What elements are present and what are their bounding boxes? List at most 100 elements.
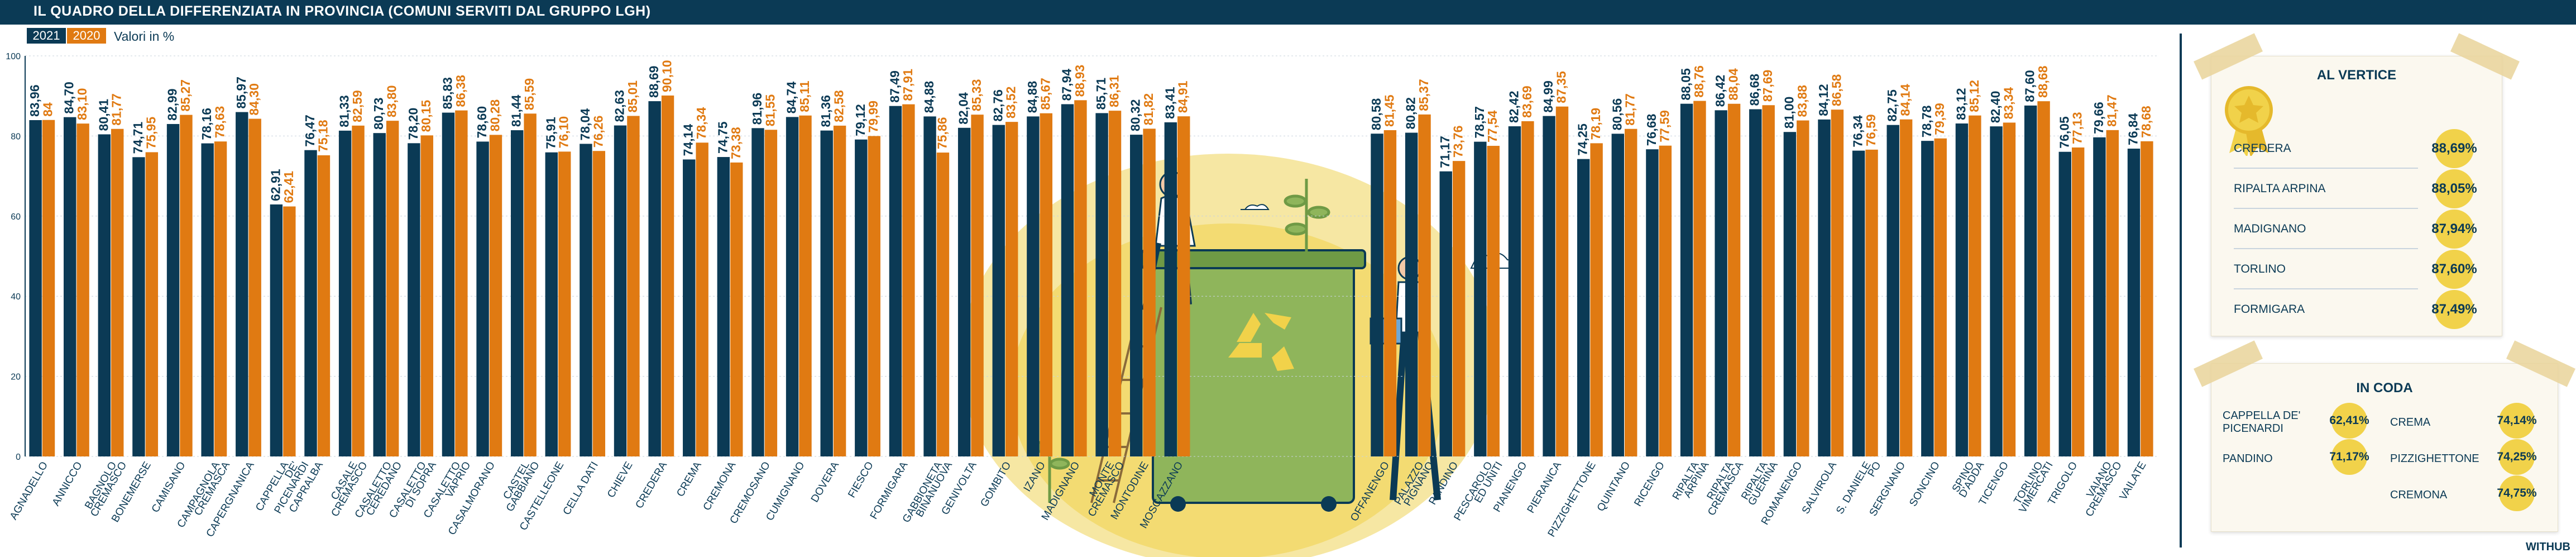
data-label: 78,78 xyxy=(1919,105,1934,137)
data-label: 79,39 xyxy=(1932,103,1947,135)
row-separator xyxy=(2234,208,2418,209)
bar-2020 xyxy=(283,206,296,456)
bottom-ranking-panel: IN CODA CAPPELLA DE' PICENARDI 62,41% PAND… xyxy=(2194,340,2575,532)
ranking-value: 74,75% xyxy=(2497,475,2537,511)
ranking-value: 74,25% xyxy=(2497,439,2537,475)
y-tick-label: 20 xyxy=(11,373,21,382)
bar-2020 xyxy=(764,130,778,456)
bar-2020 xyxy=(1177,116,1190,456)
bar-2021 xyxy=(270,204,283,456)
ranking-value: 88,05% xyxy=(2431,169,2477,208)
bar-2021 xyxy=(820,130,833,456)
ranking-row: CREMONA 74,75% xyxy=(2390,475,2552,512)
data-label: 88,04 xyxy=(1726,68,1741,101)
bar-2021 xyxy=(1027,116,1040,456)
medal-icon xyxy=(2225,86,2273,156)
ranking-value: 87,49% xyxy=(2431,290,2477,329)
bar-2020 xyxy=(1108,111,1122,457)
bar-2020 xyxy=(2141,141,2153,457)
data-label: 80,41 xyxy=(96,99,111,131)
bar-2020 xyxy=(1762,105,1775,456)
data-label: 81,36 xyxy=(818,95,833,127)
x-tick-label: GOMBITO xyxy=(978,460,1013,509)
data-label: 74,14 xyxy=(681,124,696,156)
data-label: 88,68 xyxy=(2036,65,2050,98)
data-label: 81,00 xyxy=(1782,97,1796,129)
credit: WITHUB xyxy=(2526,541,2570,553)
bar-2020 xyxy=(1521,121,1534,457)
x-tick-label: SALVIROLA xyxy=(1800,460,1839,516)
data-label: 81,77 xyxy=(109,93,124,126)
bar-2020 xyxy=(386,121,399,457)
bar-2020 xyxy=(1831,110,1844,456)
x-tick-label: CELLA DATI xyxy=(561,460,601,517)
bar-2020 xyxy=(1727,103,1741,457)
bar-2020 xyxy=(696,142,708,457)
data-label: 81,96 xyxy=(750,93,764,125)
bar-2021 xyxy=(1095,113,1108,456)
bar-2021 xyxy=(923,116,936,456)
data-label: 76,47 xyxy=(303,115,317,147)
bar-2020 xyxy=(1865,149,1878,456)
data-label: 84,30 xyxy=(247,83,261,116)
x-tick-label: ANNICCO xyxy=(50,460,85,508)
ranking-value: 62,41% xyxy=(2329,403,2369,439)
bar-2020 xyxy=(558,151,571,456)
bar-2020 xyxy=(2003,122,2016,456)
bar-2021 xyxy=(717,157,730,456)
data-label: 81,82 xyxy=(1141,93,1156,126)
panel-divider xyxy=(2180,34,2182,548)
data-label: 62,41 xyxy=(281,171,296,203)
bar-2020 xyxy=(1969,115,1981,457)
bar-2021 xyxy=(1990,126,2003,456)
data-label: 74,75 xyxy=(715,121,730,154)
data-label: 84,88 xyxy=(1025,81,1040,113)
bar-2020 xyxy=(145,152,159,457)
ranking-row: PANDINO 71,17% xyxy=(2223,439,2385,475)
bar-2020 xyxy=(248,118,261,457)
data-label: 76,59 xyxy=(1864,114,1878,146)
data-label: 85,97 xyxy=(234,77,248,109)
x-tick-label: AGNADELLO xyxy=(8,460,50,522)
data-label: 78,16 xyxy=(199,108,214,140)
bar-2021 xyxy=(683,159,696,456)
x-tick-label: CAMISANO xyxy=(150,460,188,515)
data-label: 83,88 xyxy=(1795,85,1809,117)
bar-2020 xyxy=(76,123,89,457)
data-label: 73,76 xyxy=(1451,126,1466,158)
data-label: 76,05 xyxy=(2057,116,2071,149)
ranking-name: CREMONA xyxy=(2390,488,2448,501)
ranking-row: PIZZIGHETTONE 74,25% xyxy=(2390,439,2552,475)
ranking-value: 71,17% xyxy=(2329,439,2369,475)
ranking-value: 87,60% xyxy=(2431,250,2477,289)
bar-2021 xyxy=(166,123,180,457)
row-separator xyxy=(2234,248,2418,249)
data-label: 71,17 xyxy=(1438,136,1452,168)
bar-2020 xyxy=(1487,146,1500,456)
bar-2021 xyxy=(373,133,386,456)
data-label: 87,69 xyxy=(1760,70,1775,102)
ranking-row: CAPPELLA DE' PICENARDI 62,41% xyxy=(2223,403,2385,439)
bar-2020 xyxy=(2106,130,2119,456)
legend-2020: 2020 xyxy=(67,28,106,44)
bar-2020 xyxy=(661,95,674,456)
bar-2021 xyxy=(1680,103,1693,456)
data-label: 82,58 xyxy=(832,90,846,122)
data-label: 86,31 xyxy=(1107,75,1122,107)
bar-2021 xyxy=(957,127,971,456)
data-label: 77,59 xyxy=(1657,110,1672,142)
bar-2021 xyxy=(1508,126,1521,457)
ranking-name: CREMA xyxy=(2390,416,2431,429)
data-label: 82,76 xyxy=(990,89,1005,122)
bar-2020 xyxy=(1452,161,1466,456)
x-tick-label: CREMONA xyxy=(701,460,739,513)
data-label: 78,20 xyxy=(406,108,420,140)
data-label: 74,25 xyxy=(1576,123,1590,156)
bar-2020 xyxy=(455,110,468,456)
bar-2020 xyxy=(1693,101,1706,456)
ranking-row: MADIGNANO 87,94% xyxy=(2234,210,2479,249)
data-label: 83,96 xyxy=(27,84,42,117)
data-label: 83,41 xyxy=(1162,87,1177,119)
data-label: 88,05 xyxy=(1679,68,1693,101)
